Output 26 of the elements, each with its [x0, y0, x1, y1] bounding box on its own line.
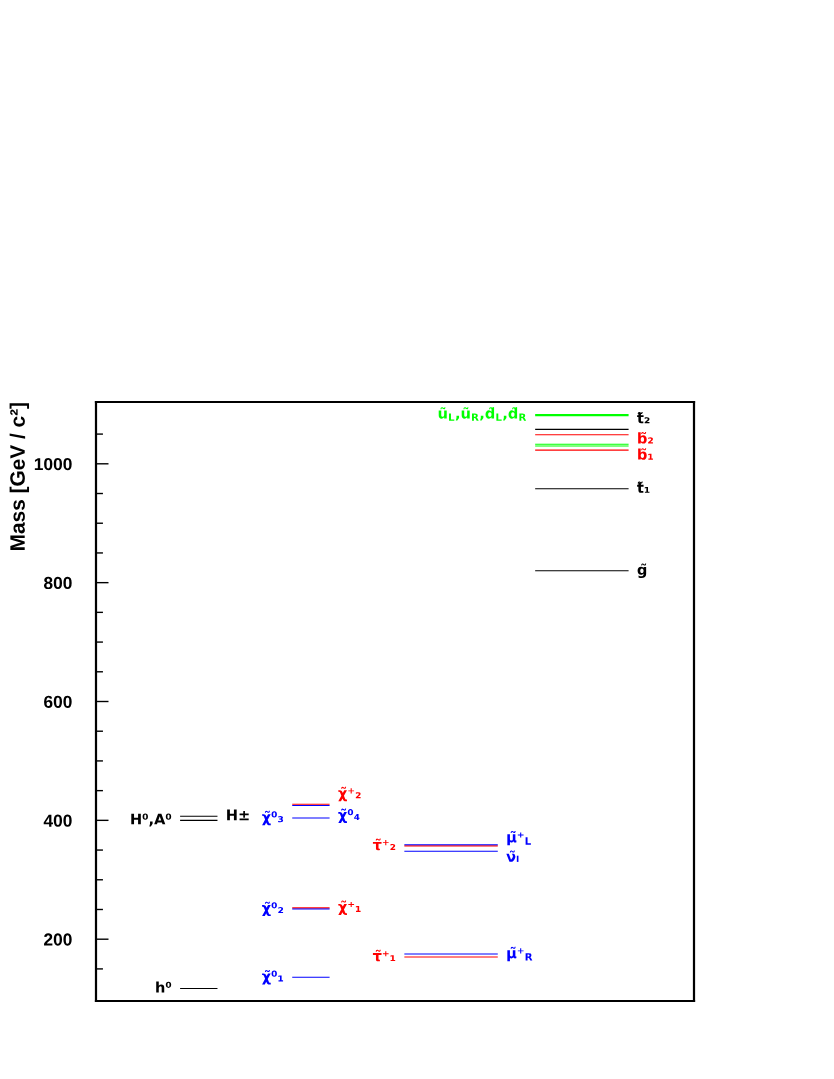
series-label: b̃₁	[638, 448, 653, 460]
series-label: t̃₂	[637, 411, 650, 424]
series-label: g̃	[637, 563, 647, 579]
series-label: χ̃⁰₃	[262, 810, 284, 826]
y-tick-label: 600	[44, 695, 72, 708]
y-axis-title: Mass [GeV / c²]	[9, 403, 30, 550]
series-label: χ̃⁰₁	[262, 970, 284, 985]
y-tick-label: 200	[44, 933, 72, 946]
series-label: h⁰	[156, 981, 172, 993]
y-tick-label: 800	[43, 576, 72, 590]
series-label: ũ$_{L}$,ũ$_{R}$,d̃$_{L}$,d̃$_{R}$	[438, 407, 527, 421]
series-label: t̃₁	[637, 481, 650, 493]
y-tick-label: 1000	[34, 457, 72, 471]
series-label: χ̃⁰₂	[262, 901, 284, 917]
y-tick-label: 400	[43, 814, 72, 827]
series-label: τ̃⁺₁	[372, 949, 396, 962]
series-label: τ̃⁺₂	[372, 838, 396, 851]
series-label: χ̃⁺₁	[338, 900, 361, 915]
legend-label: H⁰,A⁰	[131, 813, 172, 827]
series-label: χ̃⁰₄	[338, 808, 360, 823]
series-label: χ̃⁺₂	[338, 786, 361, 802]
series-label: μ̃⁺$_{R}$	[507, 946, 533, 962]
series-label: ν̃ₗ	[506, 850, 519, 862]
series-label: b̃₂	[638, 432, 653, 444]
series-label: H±	[227, 809, 249, 821]
series-label: μ̃⁺$_{L}$	[507, 830, 531, 846]
